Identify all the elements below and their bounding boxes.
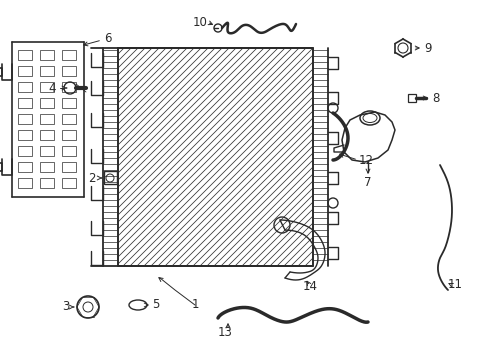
Bar [62, 50, 76, 60]
Bar [18, 82, 32, 92]
Text: 4: 4 [48, 81, 56, 94]
Bar [18, 178, 32, 188]
Text: 9: 9 [424, 41, 431, 54]
Bar [40, 50, 54, 60]
Bar [62, 66, 76, 76]
Bar [18, 114, 32, 124]
Text: 10: 10 [192, 15, 207, 28]
Text: 13: 13 [217, 325, 232, 338]
Bar [18, 98, 32, 108]
Bar [62, 130, 76, 140]
Bar [62, 82, 76, 92]
Bar [62, 98, 76, 108]
Bar [62, 146, 76, 156]
Bar [18, 162, 32, 172]
Bar [62, 114, 76, 124]
Bar [40, 82, 54, 92]
Bar [407, 94, 415, 102]
Text: 1: 1 [191, 298, 198, 311]
Bar [40, 162, 54, 172]
Bar [40, 130, 54, 140]
Bar [18, 146, 32, 156]
Text: 2: 2 [88, 171, 96, 184]
Bar [40, 98, 54, 108]
Text: 3: 3 [62, 301, 70, 314]
Bar [18, 66, 32, 76]
Text: 6: 6 [104, 31, 112, 45]
Bar [40, 178, 54, 188]
Bar [40, 146, 54, 156]
Text: 12: 12 [358, 153, 373, 166]
Bar [18, 50, 32, 60]
Bar [62, 162, 76, 172]
Bar [40, 66, 54, 76]
Bar [104, 171, 117, 184]
Text: 11: 11 [447, 279, 462, 292]
Text: 5: 5 [152, 298, 160, 311]
Text: 8: 8 [431, 91, 439, 104]
Bar [62, 178, 76, 188]
Bar [40, 114, 54, 124]
Text: 14: 14 [302, 280, 317, 293]
Text: 7: 7 [364, 175, 371, 189]
Bar [18, 130, 32, 140]
